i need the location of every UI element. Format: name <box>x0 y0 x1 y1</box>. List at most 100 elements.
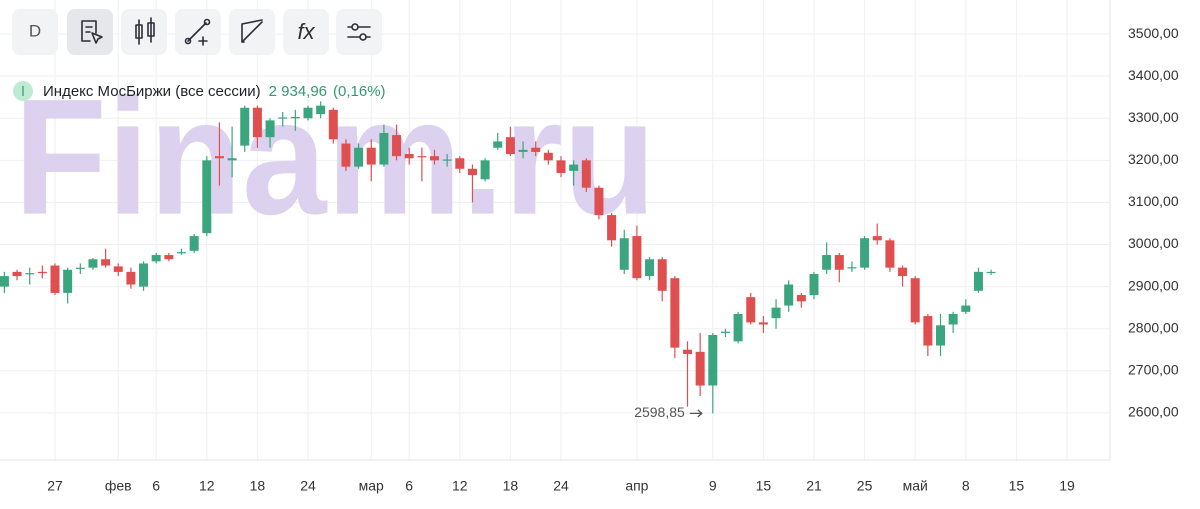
candle-body <box>328 109 338 140</box>
y-tick-label: 2800,00 <box>1128 319 1179 335</box>
legend: Индекс МосБиржи (все сессии) 2 934,96 (0… <box>13 81 386 101</box>
candle-body <box>695 351 705 386</box>
candle-body <box>973 271 983 291</box>
candle-body <box>126 271 136 285</box>
x-tick-label: 24 <box>300 478 316 494</box>
candle-button[interactable] <box>121 9 167 55</box>
candle-body <box>746 297 756 323</box>
candle-body <box>214 156 224 159</box>
y-tick-label: 3500,00 <box>1128 25 1179 41</box>
candle-body <box>139 263 149 287</box>
x-tick-label: фев <box>105 478 132 494</box>
candle-body <box>923 316 933 346</box>
candle-body <box>961 305 971 312</box>
candle-body <box>910 278 920 323</box>
candle-body <box>101 259 111 266</box>
x-tick-label: 18 <box>250 478 266 494</box>
candle-body <box>518 149 528 152</box>
candle-body <box>164 255 174 260</box>
candle-body <box>758 322 768 325</box>
line-tool-dot <box>184 37 192 45</box>
legend-last: 2 934,96 <box>269 83 327 100</box>
interval-label: D <box>29 21 41 40</box>
candle-body <box>442 159 452 161</box>
candles <box>0 101 996 414</box>
candle-body <box>834 255 844 270</box>
indicator-label: fx <box>297 19 315 44</box>
candle-body <box>619 238 629 270</box>
candle-body <box>177 252 186 254</box>
candle-body <box>88 259 98 268</box>
candle-body <box>467 168 477 176</box>
candle-body <box>683 349 692 354</box>
candle-body <box>885 240 895 268</box>
candle-body <box>37 271 47 274</box>
x-tick-label: 24 <box>553 478 569 494</box>
x-tick-label: 21 <box>806 478 822 494</box>
candle-body <box>796 295 806 302</box>
candle-body <box>379 132 389 165</box>
candle-body <box>113 266 123 272</box>
x-tick-label: 18 <box>503 478 519 494</box>
candle-body <box>670 278 680 348</box>
candle-body <box>822 255 832 270</box>
x-tick-label: апр <box>625 478 648 494</box>
candle-body <box>898 267 908 277</box>
indicator-button[interactable] <box>283 9 329 55</box>
min-arrow <box>689 409 703 418</box>
candle-body <box>392 135 402 157</box>
x-tick-label: 25 <box>857 478 873 494</box>
x-tick-label: 27 <box>47 478 63 494</box>
candle-body <box>771 307 781 319</box>
candle-body <box>417 156 427 158</box>
candle-body <box>265 120 275 138</box>
candle-icon <box>135 17 155 45</box>
candle-body <box>202 160 212 234</box>
x-tick-label: 15 <box>1009 478 1025 494</box>
candle-body <box>189 236 199 251</box>
candle-body <box>581 160 591 188</box>
candle-body <box>480 160 490 180</box>
candle-body <box>733 313 743 342</box>
candle-body <box>986 271 996 274</box>
candle-body <box>25 273 35 275</box>
candle-body <box>708 335 718 386</box>
candle-body <box>303 107 313 119</box>
legend-name: Индекс МосБиржи (все сессии) <box>43 83 261 100</box>
candle-body <box>151 255 161 262</box>
x-tick-label: 12 <box>452 478 468 494</box>
candle-body <box>543 152 553 161</box>
candle-body <box>227 158 237 161</box>
x-tick-label: 8 <box>962 478 970 494</box>
candle-body <box>860 238 870 268</box>
x-tick-label: май <box>903 478 928 494</box>
min-label: 2598,85 <box>634 404 685 420</box>
y-tick-label: 2600,00 <box>1128 404 1179 420</box>
settings-knob <box>359 33 367 41</box>
candle-body <box>847 267 857 269</box>
candle-body <box>784 284 794 306</box>
line-tool-icon <box>187 22 208 46</box>
y-tick-label: 2700,00 <box>1128 361 1179 377</box>
candle-body <box>63 269 73 293</box>
candle-body <box>948 313 958 325</box>
candle-body <box>556 160 566 173</box>
candle-body <box>430 156 439 161</box>
settings-button[interactable] <box>336 9 382 55</box>
candle-body <box>936 325 945 346</box>
candle-body <box>632 236 642 279</box>
candle-body <box>0 276 9 287</box>
candle-body <box>493 141 503 148</box>
interval-button[interactable] <box>12 9 58 55</box>
candle-body <box>505 137 515 155</box>
candle-body <box>455 158 465 169</box>
y-tick-label: 3300,00 <box>1128 109 1179 125</box>
candle-body <box>569 164 579 171</box>
y-tick-label: 2900,00 <box>1128 277 1179 293</box>
x-tick-label: 6 <box>152 478 160 494</box>
candle-body <box>316 105 326 115</box>
line-tool-dot <box>203 18 211 26</box>
candle-body <box>594 187 604 216</box>
x-tick-label: 12 <box>199 478 215 494</box>
